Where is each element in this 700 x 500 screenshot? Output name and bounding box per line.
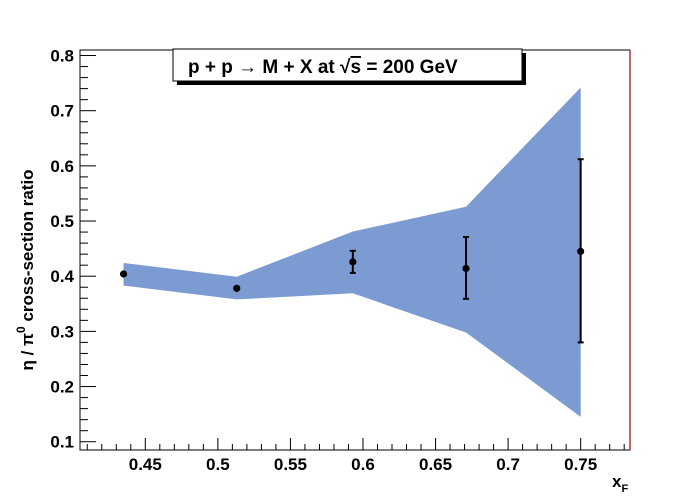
data-point [462,264,470,273]
y-tick-label: 0.1 [50,433,74,452]
axis-layer: 0.45 0.5 0.55 0.6 0.65 0.7 0.75 0.1 0.2 0.3 0.4 0.5… [50,47,625,474]
chart-title-box: p + p → M + X at √s = 200 GeV [172,48,526,85]
data-point [349,258,357,266]
x-axis-main: x [612,472,622,491]
y-tick-label: 0.3 [50,322,74,341]
y-tick-label: 0.2 [50,378,74,397]
y-tick-label: 0.7 [50,102,74,121]
y-tick-label: 0.4 [50,267,74,286]
y-axis-slash: / [18,346,37,360]
x-axis-title: xF [612,472,628,495]
title-sqrt-arg: s [350,57,361,78]
data-point [119,270,128,278]
y-tick-label: 0.6 [50,157,74,176]
chart-title: p + p → M + X at √s = 200 GeV [188,57,458,78]
y-axis-eta: η [18,360,37,370]
x-tick-label: 0.6 [351,455,375,474]
y-tick-label: 0.5 [50,212,74,231]
y-axis-pi: π [18,333,37,346]
title-part-2: = 200 GeV [361,57,458,78]
x-tick-label: 0.7 [496,455,520,474]
title-sqrt-symbol: √ [340,57,351,78]
x-tick-label: 0.65 [419,455,452,474]
x-tick-label: 0.55 [274,455,307,474]
data-point-layer [119,158,585,344]
x-tick-label: 0.45 [129,455,162,474]
data-point [577,247,585,255]
x-axis-sub: F [621,483,628,495]
y-axis-rest: cross-section ratio [18,169,37,326]
y-axis-sup: 0 [14,326,28,333]
title-part-1: p + p → M + X at [188,57,340,78]
y-axis-title: η / π0 cross-section ratio [14,169,37,370]
x-tick-label: 0.75 [564,455,597,474]
y-tick-label: 0.8 [50,47,74,66]
x-tick-label: 0.5 [206,455,230,474]
data-point [233,284,241,292]
